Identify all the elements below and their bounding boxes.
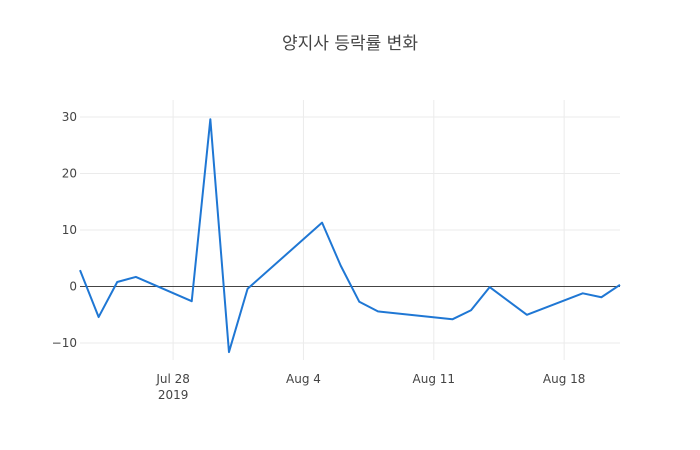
y-gridlines bbox=[80, 116, 620, 344]
series-line bbox=[79, 118, 621, 354]
data-point bbox=[619, 284, 621, 286]
data-point bbox=[228, 351, 230, 353]
data-point bbox=[489, 286, 491, 288]
data-point bbox=[321, 222, 323, 224]
x-tick-label: Jul 28 bbox=[155, 372, 190, 386]
data-point bbox=[358, 301, 360, 303]
data-point bbox=[470, 309, 472, 311]
y-tick-label: 30 bbox=[62, 110, 77, 124]
data-point bbox=[582, 292, 584, 294]
data-point bbox=[247, 288, 249, 290]
y-tick-label: −10 bbox=[52, 336, 77, 350]
data-point bbox=[79, 269, 81, 271]
data-point bbox=[191, 300, 193, 302]
y-tick-label: 10 bbox=[62, 223, 77, 237]
data-point bbox=[526, 314, 528, 316]
x-tick-year-label: 2019 bbox=[158, 388, 189, 402]
x-tick-label: Aug 11 bbox=[413, 372, 456, 386]
x-tick-label: Aug 18 bbox=[543, 372, 586, 386]
x-axis: Jul 28 2019 Aug 4 Aug 11 Aug 18 bbox=[155, 372, 585, 402]
data-point bbox=[116, 281, 118, 283]
data-point bbox=[600, 296, 602, 298]
data-point bbox=[98, 316, 100, 318]
data-point bbox=[340, 265, 342, 267]
data-point bbox=[209, 118, 211, 120]
data-point bbox=[135, 276, 137, 278]
y-tick-label: 0 bbox=[69, 280, 77, 294]
plot-area bbox=[79, 118, 621, 354]
data-point bbox=[377, 310, 379, 312]
chart-title: 양지사 등락률 변화 bbox=[282, 34, 418, 54]
y-axis: 30 20 10 0 −10 bbox=[52, 110, 77, 350]
data-point bbox=[451, 318, 453, 320]
x-tick-label: Aug 4 bbox=[286, 372, 321, 386]
y-tick-label: 20 bbox=[62, 166, 77, 180]
